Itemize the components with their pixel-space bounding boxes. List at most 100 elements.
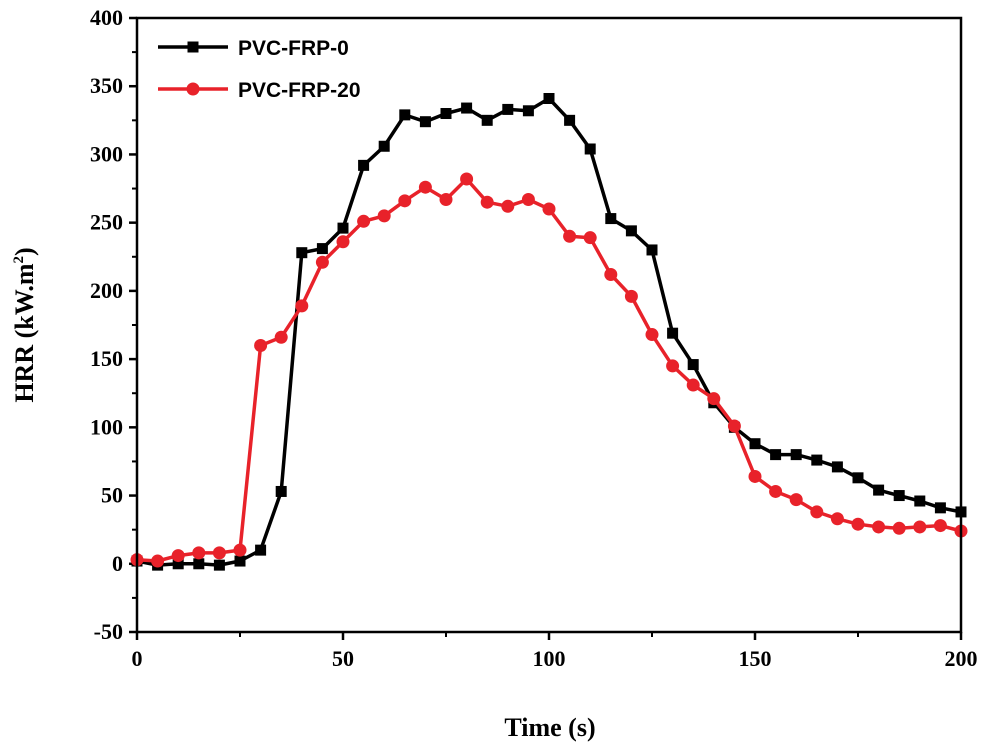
data-point [686, 378, 700, 392]
plot-frame [135, 16, 963, 634]
tick-labels: -50 0 50 100 150 200 250 300 350 400 0 50 100 150 200 [90, 5, 978, 671]
data-point [770, 449, 782, 461]
data-series [130, 93, 968, 571]
legend-label: PVC-FRP-20 [238, 79, 361, 102]
data-point [481, 114, 493, 126]
axis-ticks [129, 16, 963, 640]
data-point [707, 392, 721, 406]
data-point [790, 449, 802, 461]
data-point [687, 359, 699, 371]
y-axis-title: HRR (kW.m2) [10, 247, 39, 402]
y-tick-label: 100 [90, 414, 123, 439]
data-point [873, 484, 885, 496]
data-point [377, 209, 391, 223]
data-point [255, 544, 267, 556]
y-tick-label: 350 [90, 73, 123, 98]
data-point [583, 231, 597, 245]
data-point [564, 114, 576, 126]
data-point [892, 521, 906, 535]
data-point [461, 102, 473, 114]
data-point [645, 328, 659, 342]
data-point [212, 546, 226, 560]
data-point [193, 558, 205, 570]
series-pvc-frp-0 [131, 93, 967, 571]
data-point [830, 512, 844, 526]
legend-marker [186, 82, 200, 96]
data-point [543, 93, 555, 105]
data-point [851, 517, 865, 531]
data-point [172, 558, 184, 570]
data-point [440, 108, 452, 120]
data-point [749, 438, 761, 450]
data-point [358, 159, 370, 171]
data-point [460, 172, 474, 186]
y-tick-label: 50 [101, 483, 123, 508]
y-tick-label: 300 [90, 141, 123, 166]
data-point [357, 214, 371, 228]
x-tick-label: 200 [945, 646, 978, 671]
data-point [399, 109, 411, 121]
x-axis-title: Time (s) [504, 713, 595, 742]
data-point [522, 105, 534, 117]
data-point [604, 268, 618, 282]
data-point [667, 327, 679, 339]
legend-item-pvc-frp-0: PVC-FRP-0 [158, 37, 349, 60]
data-point [934, 502, 946, 514]
data-point [254, 338, 268, 352]
data-point [234, 555, 246, 567]
data-point [502, 103, 514, 115]
data-point [542, 202, 556, 216]
data-point [748, 469, 762, 483]
data-point [337, 222, 349, 234]
data-point [233, 543, 247, 557]
data-point [151, 554, 165, 568]
data-point [933, 519, 947, 533]
data-point [769, 484, 783, 498]
x-tick-label: 150 [739, 646, 772, 671]
data-point [811, 454, 823, 466]
legend: PVC-FRP-0 PVC-FRP-20 [158, 37, 361, 102]
data-point [646, 244, 658, 256]
y-tick-label: 250 [90, 210, 123, 235]
y-tick-label: -50 [94, 619, 123, 644]
data-point [624, 289, 638, 303]
y-axis-title-close: ) [10, 247, 39, 256]
data-point [192, 546, 206, 560]
data-point [213, 559, 225, 571]
series-line-pvc-frp-20 [136, 177, 962, 563]
legend-label: PVC-FRP-0 [238, 37, 349, 60]
data-point [501, 199, 515, 213]
data-point [398, 194, 412, 208]
data-point [914, 495, 926, 507]
data-point [872, 520, 886, 534]
data-point [295, 299, 309, 313]
data-point [480, 195, 494, 209]
x-tick-label: 0 [132, 646, 143, 671]
data-point [171, 549, 185, 563]
data-point [789, 493, 803, 507]
series-pvc-frp-20 [130, 172, 968, 568]
data-point [852, 472, 864, 484]
data-point [913, 520, 927, 534]
legend-marker [187, 41, 199, 53]
data-point [274, 330, 288, 344]
data-point [666, 359, 680, 373]
y-axis-title-main: HRR (kW.m [10, 263, 39, 403]
y-axis-title-superscript: 2 [11, 256, 27, 264]
series-line-pvc-frp-0 [136, 96, 962, 567]
data-point [893, 490, 905, 502]
data-point [810, 505, 824, 519]
data-point [727, 419, 741, 433]
data-point [275, 485, 287, 497]
data-point [831, 461, 843, 473]
data-point [296, 247, 308, 259]
data-point [563, 229, 577, 243]
data-point [316, 243, 328, 255]
data-point [584, 143, 596, 155]
data-point [625, 225, 637, 237]
data-point [521, 192, 535, 206]
legend-item-pvc-frp-20: PVC-FRP-20 [158, 79, 361, 102]
x-tick-label: 50 [332, 646, 354, 671]
y-tick-label: 150 [90, 346, 123, 371]
